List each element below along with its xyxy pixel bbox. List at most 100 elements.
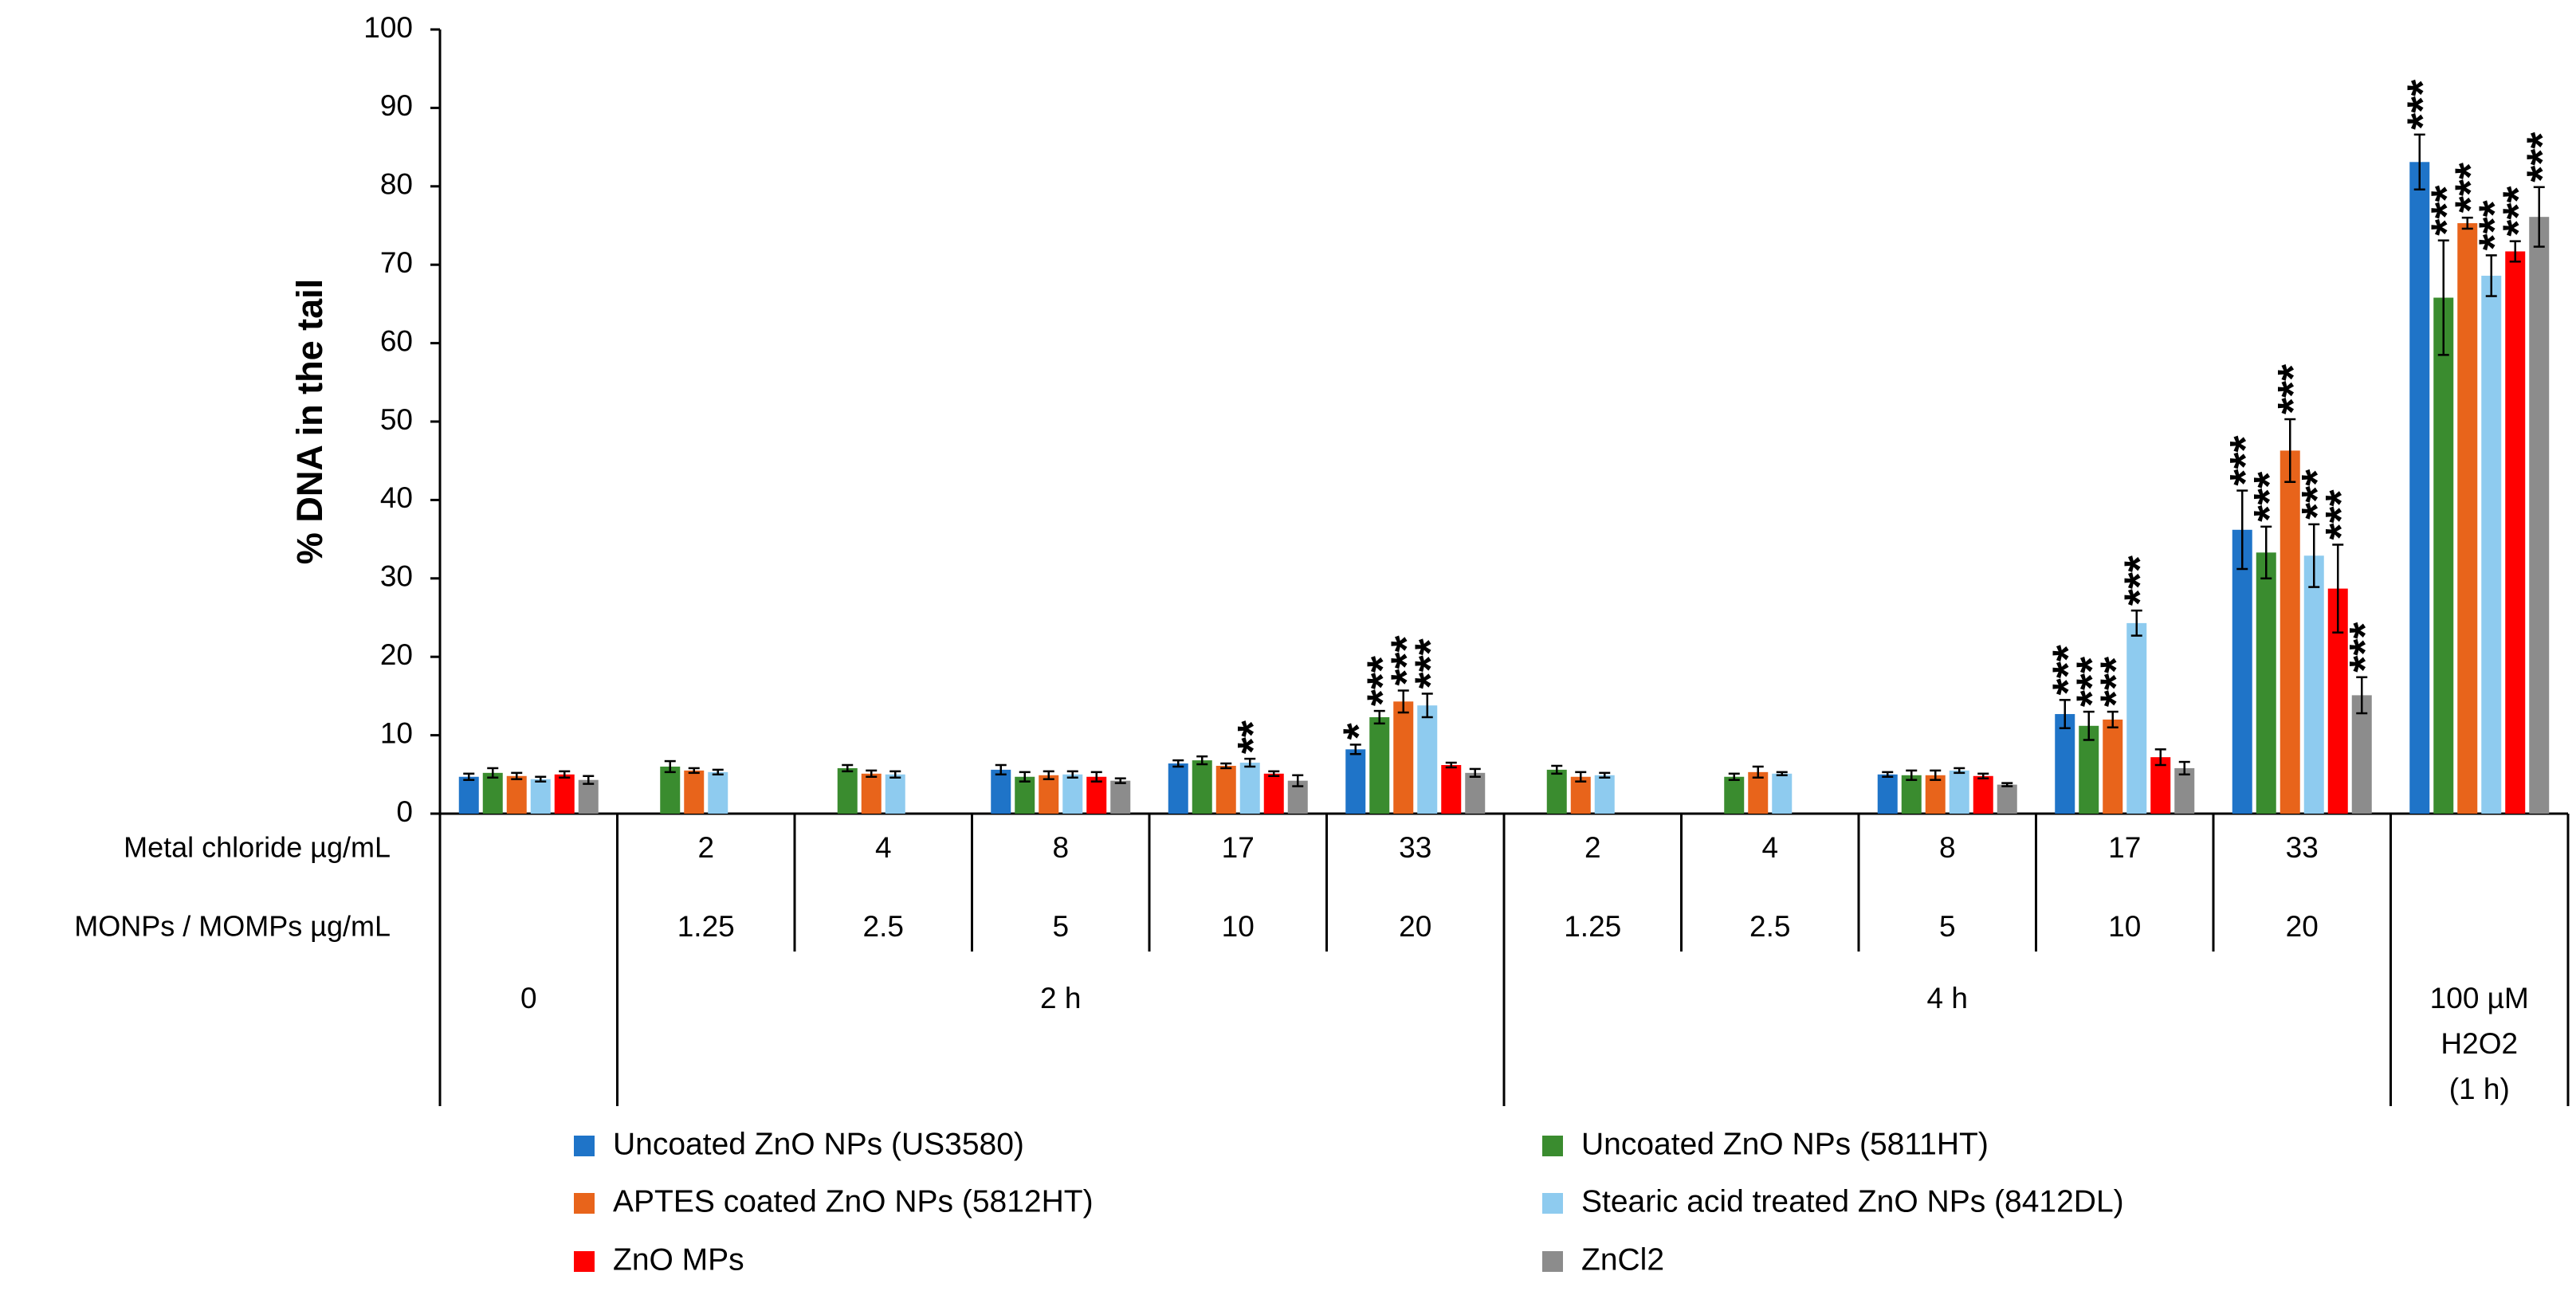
error-bar: [2059, 699, 2071, 729]
error-bar: [2284, 418, 2296, 484]
error-bar: [1114, 777, 1126, 784]
significance-label: ***: [2044, 645, 2092, 695]
bar: [1724, 776, 1745, 814]
bar: [578, 779, 599, 814]
y-tick-label: 30: [380, 560, 413, 593]
bar: [1417, 705, 1438, 814]
significance-label: ***: [1383, 635, 1431, 685]
error-bar: [2178, 760, 2190, 776]
error-bar: [1599, 771, 1611, 779]
error-bar: [1397, 689, 1409, 714]
significance-label: ***: [2293, 469, 2341, 520]
bar: [506, 775, 527, 814]
error-bar: [2413, 133, 2425, 190]
bar: [684, 770, 705, 814]
bar: [2457, 223, 2478, 814]
bar: [1393, 701, 1414, 814]
y-tick-label: 70: [380, 246, 413, 279]
table-cell: 1.25: [677, 910, 735, 943]
table-row-label: MONPs / MOMPs µg/mL: [74, 910, 391, 943]
error-bar: [559, 770, 571, 779]
bar: [885, 774, 905, 814]
significance-label: **: [1229, 720, 1277, 754]
error-bar: [463, 772, 475, 781]
legend-label: Uncoated ZnO NPs (5811HT): [1581, 1127, 1989, 1161]
bar: [991, 769, 1011, 814]
error-bar: [1930, 769, 1942, 781]
bar: [1546, 769, 1567, 814]
y-tick-label: 80: [380, 168, 413, 201]
error-bar: [1172, 759, 1184, 768]
error-bar: [2356, 676, 2368, 715]
error-bar: [2509, 240, 2521, 263]
bar: [2256, 552, 2276, 814]
bar: [1748, 771, 1769, 814]
y-tick-label: 20: [380, 638, 413, 671]
bar: [2481, 275, 2502, 814]
y-tick-label: 40: [380, 481, 413, 514]
bar: [2433, 297, 2454, 814]
legend-swatch: [574, 1136, 595, 1156]
legend-swatch: [1542, 1251, 1563, 1272]
error-bar: [2001, 782, 2013, 787]
error-bar: [535, 775, 547, 783]
legend-label: ZnCl2: [1581, 1242, 1664, 1277]
table-cell: 8: [1052, 831, 1069, 864]
bar: [2174, 767, 2195, 814]
bar: [1877, 774, 1898, 814]
legend-swatch: [1542, 1193, 1563, 1214]
bar: [2505, 251, 2526, 814]
bar: [1086, 776, 1107, 814]
error-bar: [2083, 710, 2095, 741]
significance-label: ***: [2269, 364, 2317, 414]
bar: [2351, 695, 2372, 814]
table-cell: 20: [2286, 910, 2319, 943]
bar: [1465, 772, 1486, 814]
period-label: 100 µM H2O2 (1 h): [2429, 982, 2529, 1105]
significance-label: ***: [2519, 132, 2566, 182]
table-cell: 17: [1222, 831, 1255, 864]
bar: [2529, 217, 2550, 814]
bar: [837, 767, 858, 814]
significance-label: ***: [2399, 80, 2447, 130]
bar: [1345, 749, 1366, 814]
legend-swatch: [574, 1193, 595, 1214]
bar: [2232, 529, 2252, 814]
bar: [708, 771, 728, 814]
bar: [1570, 776, 1591, 814]
table-cell: 2: [697, 831, 714, 864]
legend-label: Uncoated ZnO NPs (US3580): [613, 1127, 1024, 1161]
bar: [1015, 776, 1035, 814]
bar: [1039, 775, 1059, 814]
significance-label: ***: [2221, 436, 2269, 486]
error-bar: [487, 767, 499, 779]
bar: [2126, 622, 2147, 814]
error-bar: [2236, 489, 2248, 571]
bar: [458, 776, 479, 814]
error-bar: [866, 769, 878, 779]
period-label-box: 2 h: [1040, 982, 1081, 1014]
table-cell: 20: [1399, 910, 1431, 943]
table-cell: 8: [1939, 831, 1956, 864]
significance-label: ***: [2068, 657, 2116, 707]
error-bar: [583, 775, 595, 785]
bar: [2055, 714, 2075, 814]
bar: [2280, 450, 2300, 814]
table-cell: 5: [1939, 910, 1956, 943]
error-bar: [1469, 767, 1481, 779]
error-bar: [664, 759, 676, 774]
table-cell: 10: [2108, 910, 2141, 943]
y-tick-label: 50: [380, 403, 413, 436]
y-tick-label: 60: [380, 324, 413, 357]
bar: [2150, 757, 2171, 814]
bar: [1949, 770, 1969, 814]
table-cell: 17: [2108, 831, 2141, 864]
error-bar: [1066, 770, 1078, 779]
table-row-label: Metal chloride µg/mL: [124, 831, 391, 864]
table-cell: 4: [1761, 831, 1778, 864]
bar: [861, 773, 882, 814]
table-cell: 10: [1222, 910, 1255, 943]
bar: [482, 772, 503, 814]
error-bar: [2154, 748, 2166, 767]
error-bar: [1882, 771, 1894, 779]
